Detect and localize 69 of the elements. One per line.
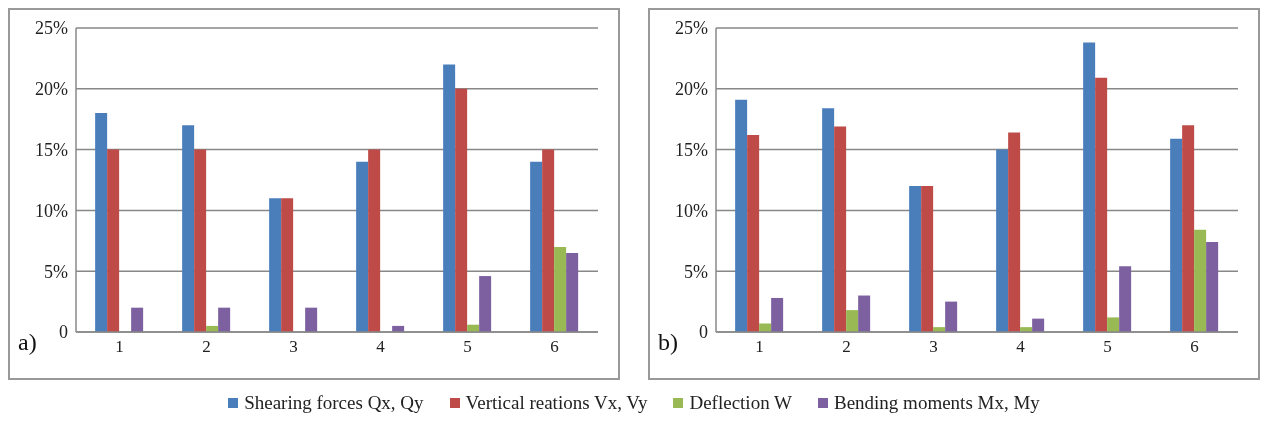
bar <box>305 307 318 332</box>
y-tick-label: 10% <box>675 200 708 221</box>
bar <box>218 307 231 332</box>
bar <box>771 297 784 332</box>
bar <box>1182 125 1195 332</box>
bar <box>107 149 120 332</box>
bar <box>759 323 772 332</box>
bar <box>95 113 108 332</box>
bar <box>530 161 543 332</box>
x-tick-label: 6 <box>550 337 559 357</box>
y-tick-label: 20% <box>35 79 68 100</box>
legend-label: Vertical reations Vx, Vy <box>464 392 648 414</box>
x-tick-label: 1 <box>755 337 764 357</box>
bar <box>1194 229 1207 332</box>
text: b) <box>658 329 678 356</box>
bar <box>443 64 456 332</box>
bar <box>1095 77 1108 332</box>
y-tick-label: 10% <box>35 200 68 221</box>
x-tick-label: 4 <box>1016 337 1026 357</box>
x-tick-label: 4 <box>376 337 386 357</box>
text: a) <box>18 329 37 356</box>
y-tick-label: 0 <box>699 322 708 343</box>
legend-label: Shearing forces Qx, Qy <box>243 392 424 414</box>
bar <box>1119 266 1132 332</box>
bar <box>1008 132 1021 332</box>
bar <box>1083 42 1096 332</box>
x-tick-label: 3 <box>929 337 938 357</box>
y-tick-label: 0 <box>59 322 68 343</box>
bar <box>566 252 579 332</box>
bar <box>455 88 468 332</box>
bar <box>822 108 835 332</box>
bar <box>182 125 195 332</box>
legend-label: Deflection W <box>688 392 792 414</box>
bar <box>858 295 871 332</box>
bar <box>194 149 207 332</box>
y-tick-label: 15% <box>675 139 708 160</box>
x-tick-label: 2 <box>842 337 851 357</box>
y-tick-label: 15% <box>35 139 68 160</box>
bar <box>131 307 144 332</box>
y-tick-label: 25% <box>35 18 68 39</box>
bar <box>368 149 381 332</box>
bar <box>554 246 567 332</box>
bar <box>542 149 555 332</box>
x-tick-label: 2 <box>202 337 211 357</box>
x-tick-label: 1 <box>115 337 124 357</box>
x-tick-label: 5 <box>463 337 472 357</box>
bar <box>996 149 1009 332</box>
y-tick-label: 5% <box>684 261 708 282</box>
x-tick-label: 6 <box>1190 337 1199 357</box>
bar <box>1107 317 1120 332</box>
bar <box>945 301 958 332</box>
y-tick-label: 25% <box>675 18 708 39</box>
y-tick-label: 5% <box>44 261 68 282</box>
bar <box>735 99 748 332</box>
y-tick-label: 20% <box>675 79 708 100</box>
bar <box>281 198 294 332</box>
bar <box>921 186 934 332</box>
bar <box>269 198 282 332</box>
bar <box>1206 242 1219 332</box>
x-tick-label: 5 <box>1103 337 1112 357</box>
bar <box>834 126 847 332</box>
bar <box>747 135 760 332</box>
x-tick-label: 3 <box>289 337 298 357</box>
bar <box>1170 138 1183 332</box>
bar <box>479 276 492 332</box>
legend-label: Bending moments Mx, My <box>833 392 1040 414</box>
bar <box>909 186 922 332</box>
bar <box>356 161 369 332</box>
bar <box>846 310 859 332</box>
